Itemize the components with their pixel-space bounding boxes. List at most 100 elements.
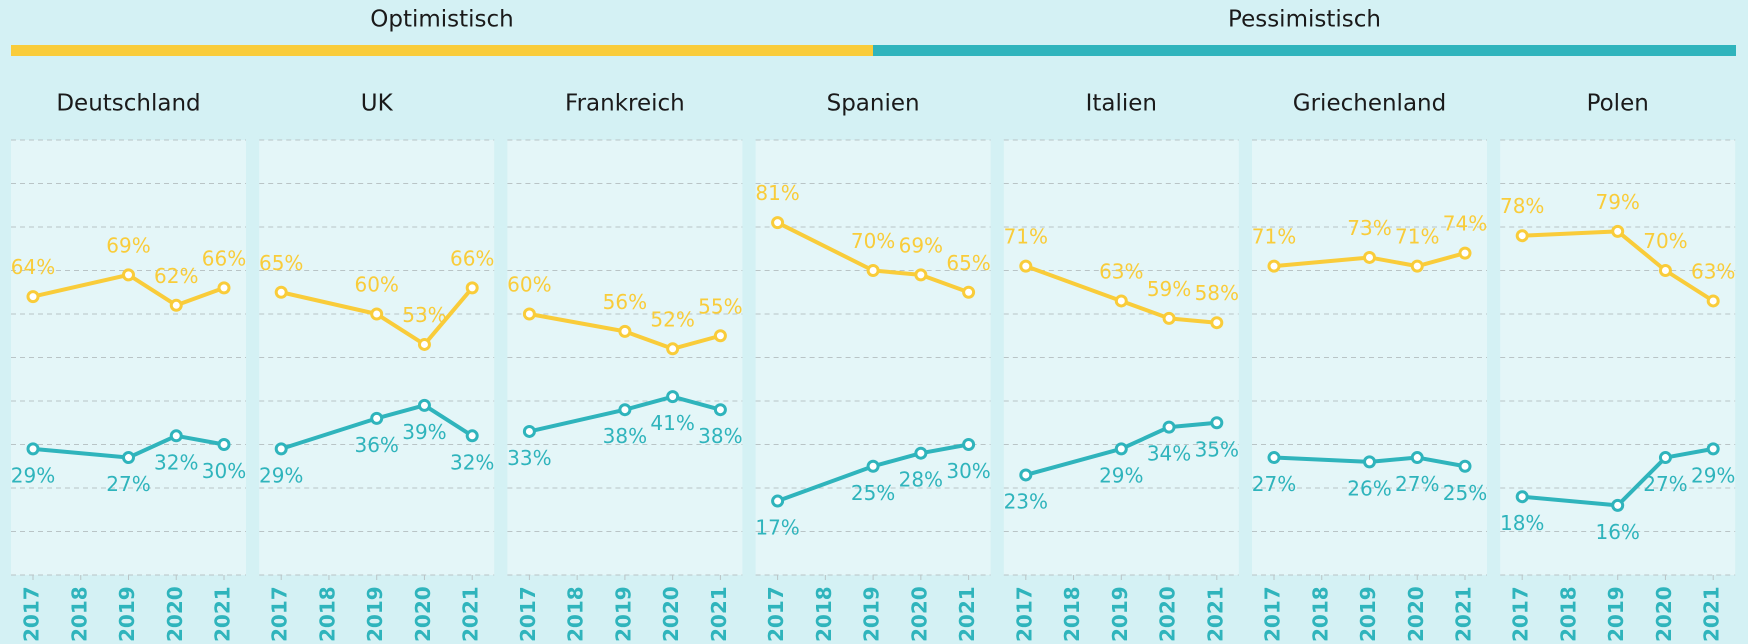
data-label: 60%: [354, 273, 398, 297]
data-label: 25%: [851, 481, 895, 505]
data-label: 27%: [1395, 472, 1439, 496]
x-tick-label: 2018: [1308, 586, 1332, 642]
x-tick-label: 2019: [1604, 586, 1628, 642]
point: [914, 446, 928, 460]
point: [1162, 311, 1176, 325]
point: [1210, 416, 1224, 430]
panel-title: Spanien: [827, 91, 920, 117]
point: [914, 268, 928, 282]
panel-title: Frankreich: [565, 91, 685, 117]
data-label: 64%: [11, 255, 55, 279]
x-tick-label: 2019: [1108, 586, 1132, 642]
data-label: 30%: [202, 459, 246, 483]
line: [776, 220, 970, 295]
line: [1025, 264, 1217, 325]
point: [169, 429, 183, 443]
line: [528, 394, 721, 434]
point: [1611, 498, 1625, 512]
point: [1162, 420, 1176, 434]
x-tick-label: 2017: [764, 586, 788, 642]
data-label: 71%: [1395, 225, 1439, 249]
point: [169, 298, 183, 312]
data-label: 66%: [202, 246, 246, 270]
x-tick-label: 2021: [211, 586, 235, 642]
legend-label: Pessimistisch: [1228, 7, 1381, 33]
data-label: 62%: [154, 264, 198, 288]
data-label: 69%: [106, 233, 150, 257]
x-tick-label: 2021: [459, 586, 483, 642]
point: [465, 281, 479, 295]
x-tick-label: 2017: [20, 586, 44, 642]
legend-bar: [873, 45, 1736, 56]
panel-title: Italien: [1086, 91, 1157, 117]
x-tick-label: 2018: [67, 586, 91, 642]
point: [666, 342, 680, 356]
data-label: 26%: [1347, 476, 1391, 500]
x-tick-label: 2019: [363, 586, 387, 642]
data-label: 52%: [650, 307, 694, 331]
data-label: 34%: [1147, 442, 1191, 466]
x-tick-label: 2018: [1060, 586, 1084, 642]
data-label: 79%: [1595, 190, 1639, 214]
x-tick-label: 2020: [1156, 586, 1180, 642]
data-label: 33%: [507, 446, 551, 470]
data-label: 27%: [106, 472, 150, 496]
x-tick-label: 2019: [1356, 586, 1380, 642]
point: [1410, 259, 1424, 273]
data-label: 63%: [1099, 259, 1143, 283]
point: [217, 438, 231, 451]
data-label: 27%: [1643, 472, 1687, 496]
panel-title: Griechenland: [1293, 91, 1446, 117]
x-tick-label: 2020: [907, 586, 931, 642]
point: [1363, 250, 1376, 264]
data-label: 53%: [402, 303, 446, 327]
x-tick-label: 2017: [1261, 586, 1285, 642]
point: [1363, 455, 1376, 469]
x-tick-label: 2018: [1556, 586, 1580, 642]
data-label: 29%: [11, 463, 55, 487]
data-label: 58%: [1195, 281, 1239, 305]
point: [522, 307, 536, 321]
data-label: 35%: [1195, 437, 1239, 461]
data-label: 38%: [603, 424, 647, 448]
panel-title: UK: [361, 91, 394, 117]
point: [1019, 468, 1033, 482]
point: [1410, 451, 1424, 465]
data-label: 32%: [154, 450, 198, 474]
point: [370, 307, 384, 321]
point: [713, 329, 727, 343]
point: [1515, 490, 1529, 504]
point: [417, 398, 431, 412]
x-tick-label: 2019: [860, 586, 884, 642]
line: [776, 442, 969, 503]
data-label: 74%: [1443, 212, 1487, 236]
line: [1522, 229, 1715, 303]
point: [618, 324, 632, 338]
point: [1658, 264, 1672, 277]
data-label: 17%: [755, 516, 799, 540]
x-tick-label: 2020: [659, 586, 683, 642]
x-tick-label: 2018: [315, 586, 339, 642]
data-label: 56%: [603, 290, 647, 314]
x-tick-label: 2020: [163, 586, 187, 642]
x-tick-label: 2019: [115, 586, 139, 642]
data-label: 28%: [899, 468, 943, 492]
point: [274, 442, 288, 456]
point: [866, 264, 880, 277]
data-label: 73%: [1347, 216, 1391, 240]
line: [1522, 446, 1714, 508]
data-label: 71%: [1252, 225, 1296, 249]
data-label: 66%: [450, 246, 494, 270]
point: [217, 281, 231, 295]
x-tick-label: 2018: [812, 586, 836, 642]
point: [1114, 294, 1128, 308]
x-tick-label: 2017: [1509, 586, 1533, 642]
data-label: 70%: [1643, 229, 1687, 253]
point: [26, 442, 40, 456]
legend-bar: [11, 45, 873, 56]
point: [522, 424, 536, 438]
line: [1025, 420, 1217, 477]
point: [866, 459, 880, 473]
data-label: 81%: [755, 181, 799, 205]
x-tick-label: 2021: [1700, 586, 1724, 642]
